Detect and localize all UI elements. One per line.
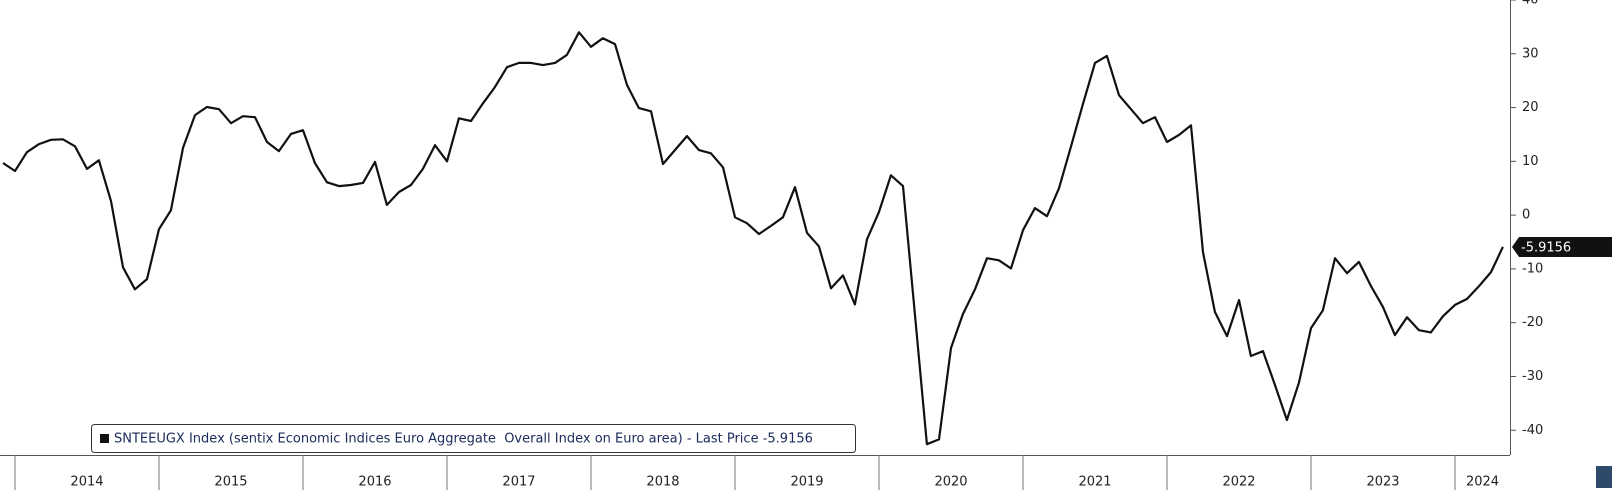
y-tick-label: 20 [1522, 100, 1539, 115]
x-tick-label: 2016 [358, 475, 391, 490]
x-tick-label: 2020 [934, 475, 967, 490]
line-series [2, 31, 1504, 446]
y-tick-label: 40 [1522, 0, 1539, 8]
legend-box [91, 424, 856, 453]
y-tick-label: -10 [1522, 261, 1543, 276]
legend-label: SNTEEUGX Index (sentix Economic Indices … [114, 432, 813, 447]
y-tick-label: -20 [1522, 315, 1543, 330]
x-tick-label: 2014 [70, 475, 103, 490]
y-tick-label: 0 [1522, 208, 1530, 223]
x-tick-label: 2024 [1466, 475, 1499, 490]
corner-icon [1596, 466, 1612, 488]
legend-swatch [100, 434, 109, 443]
x-tick-label: 2023 [1366, 475, 1399, 490]
y-tick-label: -30 [1522, 369, 1543, 384]
x-tick-label: 2015 [214, 475, 247, 490]
x-tick-label: 2021 [1078, 475, 1111, 490]
x-tick-label: 2018 [646, 475, 679, 490]
x-tick-label: 2017 [502, 475, 535, 490]
last-value-label: -5.9156 [1521, 240, 1571, 255]
y-tick-label: 30 [1522, 46, 1539, 61]
x-tick-label: 2019 [790, 475, 823, 490]
last-value-tag [1512, 236, 1612, 257]
x-tick-label: 2022 [1222, 475, 1255, 490]
y-tick-label: 10 [1522, 154, 1539, 169]
y-tick-label: -40 [1522, 423, 1543, 438]
